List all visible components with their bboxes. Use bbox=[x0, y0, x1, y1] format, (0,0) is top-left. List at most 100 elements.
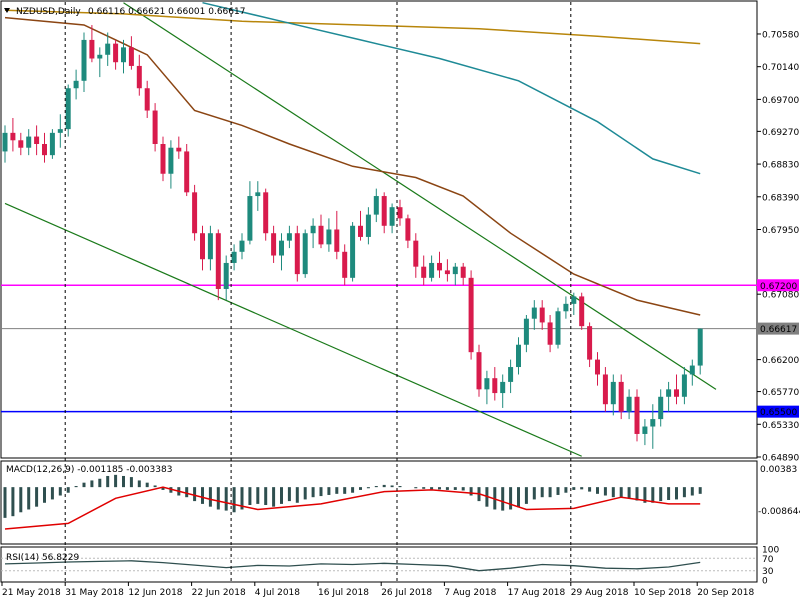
candle-body bbox=[215, 233, 221, 289]
candle-body bbox=[681, 374, 687, 397]
candle-body bbox=[152, 110, 158, 145]
rsi-scale-label: 0 bbox=[762, 577, 768, 587]
time-axis-label: 29 Aug 2018 bbox=[571, 588, 629, 598]
candle-body bbox=[207, 233, 213, 260]
candle-body bbox=[429, 262, 435, 278]
candle-body bbox=[610, 381, 616, 405]
price-axis-label: 0.68390 bbox=[762, 193, 799, 203]
macd-indicator-label: MACD(12,26,9) -0.001185 -0.003383 bbox=[6, 465, 172, 475]
candle-body bbox=[34, 136, 40, 145]
candle-body bbox=[97, 54, 103, 59]
candle-body bbox=[200, 233, 205, 260]
candle-body bbox=[602, 374, 608, 405]
candle-body bbox=[263, 192, 269, 234]
candle-body bbox=[286, 233, 292, 241]
macd-plot-layer bbox=[3, 474, 702, 530]
candle-body bbox=[595, 359, 600, 375]
candle-body bbox=[26, 136, 32, 148]
candle-body bbox=[642, 426, 648, 434]
candle-body bbox=[255, 192, 261, 197]
candle-body bbox=[650, 419, 656, 427]
candle-body bbox=[168, 147, 174, 174]
rsi-scale-label: 30 bbox=[762, 567, 774, 577]
candle-body bbox=[113, 43, 119, 63]
candle-body bbox=[231, 251, 237, 263]
price-level-tag bbox=[757, 279, 799, 292]
time-axis-label: 21 May 2018 bbox=[2, 588, 61, 598]
price-axis-label: 0.70580 bbox=[762, 30, 799, 40]
candle-body bbox=[223, 262, 229, 289]
price-axis-label: 0.68830 bbox=[762, 161, 799, 171]
macd-signal-line bbox=[4, 486, 701, 530]
candle-body bbox=[437, 262, 442, 271]
candle-body bbox=[523, 318, 529, 345]
candle-body bbox=[373, 196, 379, 215]
candle-body bbox=[587, 326, 593, 360]
candle-body bbox=[452, 266, 458, 275]
time-axis-label: 16 Jul 2018 bbox=[318, 588, 369, 598]
trend-line bbox=[4, 202, 582, 457]
candle-body bbox=[89, 39, 95, 59]
chart-symbol-label: NZDUSD,Daily bbox=[16, 7, 81, 17]
moving-average-fast-line bbox=[4, 16, 701, 316]
candle-body bbox=[65, 88, 71, 130]
candle-body bbox=[397, 207, 403, 219]
candle-body bbox=[2, 132, 8, 152]
candle-body bbox=[460, 266, 466, 278]
rsi-panel-frame bbox=[0, 546, 758, 583]
candle-body bbox=[413, 240, 419, 267]
candle-body bbox=[10, 132, 16, 141]
candle-body bbox=[634, 396, 640, 434]
candle-body bbox=[350, 225, 356, 278]
price-axis-label: 0.69700 bbox=[762, 96, 799, 106]
candle-body bbox=[358, 225, 363, 237]
candle-body bbox=[271, 233, 277, 256]
candle-body bbox=[697, 328, 703, 366]
candle-body bbox=[334, 229, 340, 252]
time-axis-label: 12 Jun 2018 bbox=[128, 588, 182, 598]
main-panel-frame bbox=[0, 0, 758, 459]
rsi-scale-label: 100 bbox=[762, 546, 779, 556]
candle-body bbox=[121, 47, 126, 63]
candle-body bbox=[18, 140, 24, 148]
collapse-arrow-icon[interactable] bbox=[4, 8, 10, 13]
candle-body bbox=[326, 229, 332, 245]
time-axis-label: 4 Jul 2018 bbox=[255, 588, 300, 598]
candle-body bbox=[508, 367, 514, 382]
candle-body bbox=[176, 147, 182, 152]
candle-body bbox=[42, 144, 47, 156]
candle-body bbox=[49, 132, 55, 156]
time-axis-label: 17 Aug 2018 bbox=[508, 588, 566, 598]
candle-body bbox=[492, 378, 498, 394]
candle-body bbox=[310, 225, 316, 234]
rsi-plot-layer bbox=[1, 557, 757, 572]
price-axis-label: 0.64890 bbox=[762, 454, 799, 464]
candle-body bbox=[128, 47, 134, 66]
candle-body bbox=[184, 151, 190, 193]
candle-body bbox=[666, 389, 672, 397]
candle-body bbox=[247, 196, 253, 241]
candle-body bbox=[279, 240, 284, 256]
price-axis-label: 0.65770 bbox=[762, 388, 799, 398]
moving-average-slow-line bbox=[4, 9, 701, 45]
candle-body bbox=[302, 233, 308, 275]
candle-body bbox=[579, 296, 585, 327]
candle-body bbox=[626, 396, 632, 412]
candle-body bbox=[342, 251, 348, 278]
trend-line bbox=[123, 2, 717, 390]
candle-body bbox=[444, 270, 450, 275]
candle-body bbox=[618, 381, 624, 412]
candle-body bbox=[105, 43, 111, 55]
price-level-tag bbox=[757, 405, 799, 418]
candle-body bbox=[555, 311, 561, 345]
candle-body bbox=[500, 381, 506, 394]
candle-body bbox=[689, 365, 695, 375]
candle-body bbox=[658, 396, 664, 420]
time-axis-label: 20 Sep 2018 bbox=[697, 588, 754, 598]
chart-ohlc-values: 0.66116 0.66621 0.66001 0.66617 bbox=[88, 7, 245, 17]
candle-body bbox=[318, 225, 324, 245]
price-axis-label: 0.70140 bbox=[762, 63, 799, 73]
candle-body bbox=[547, 322, 553, 345]
candle-body bbox=[468, 277, 474, 353]
candle-body bbox=[81, 39, 87, 81]
